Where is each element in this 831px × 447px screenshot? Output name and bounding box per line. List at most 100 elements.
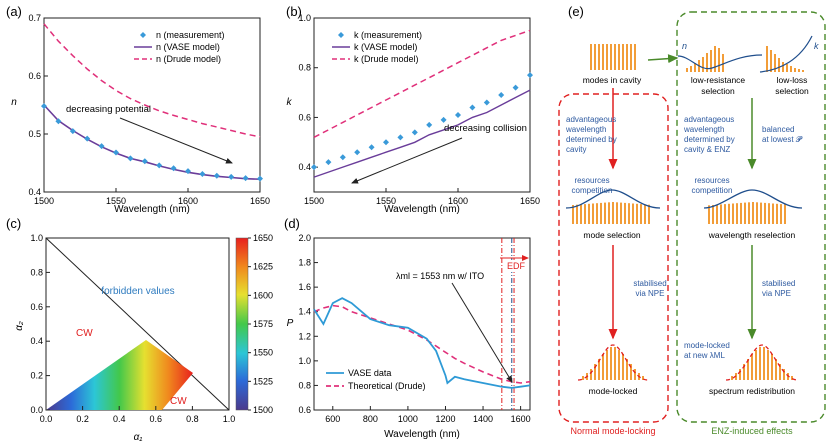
- comp1-bar: [576, 204, 578, 224]
- c-xtick-label: 0.2: [76, 414, 89, 424]
- ml1-bar: [582, 376, 584, 380]
- panel-d-xlabel: Wavelength (nm): [384, 429, 460, 440]
- lowloss-bar: [802, 70, 804, 72]
- comp1-bar: [636, 203, 638, 224]
- comp1-bar: [592, 203, 594, 224]
- ml1-bar: [626, 359, 628, 380]
- meas-point-b: [527, 72, 533, 79]
- mlnew-l1: mode-locked: [684, 341, 730, 350]
- panel-b-arrow: [351, 137, 463, 184]
- d-ytick-label: 1.6: [298, 282, 311, 292]
- res2-l1: resources: [694, 176, 729, 185]
- comp2-bar: [748, 202, 750, 224]
- d-ytick-label: 1.0: [298, 356, 311, 366]
- comp1-bar: [640, 204, 642, 224]
- panel-a-label: (a): [6, 4, 22, 19]
- meas-point-a: [41, 103, 47, 110]
- low-res-label-1: low-resistance: [691, 75, 746, 85]
- meas-point-a: [257, 175, 263, 182]
- d-ytick-label: 0.8: [298, 380, 311, 390]
- panel-b-series: [311, 29, 533, 178]
- meas-point-a: [213, 172, 220, 179]
- lowres-bar: [718, 48, 720, 72]
- panel-b-ticks: 1500 1550 1600 1650 0.4 0.6 0.8 1.0: [298, 13, 540, 206]
- meas-point-b: [426, 121, 433, 128]
- adv2-l4: cavity & ENZ: [684, 145, 730, 154]
- cbar-label: 1500: [253, 405, 273, 415]
- b-xtick-label: 1500: [304, 196, 324, 206]
- d-xtick-label: 1000: [398, 414, 418, 424]
- a-xtick-label: 1500: [34, 196, 54, 206]
- lowloss-bar: [774, 54, 776, 72]
- mode-bar: [590, 44, 592, 70]
- forbidden-label: forbidden values: [101, 286, 174, 297]
- colorbar-ticks: 1650 1625 1600 1575 1550 1525 1500: [248, 233, 273, 415]
- cw-bottom-label: CW: [170, 396, 187, 407]
- d-xtick-label: 600: [325, 414, 340, 424]
- meas-point-b: [397, 134, 404, 141]
- comp1-bar: [620, 202, 622, 224]
- panel-a-series: [41, 23, 263, 182]
- a-ytick-label: 0.5: [28, 129, 41, 139]
- ml2-bar: [755, 350, 757, 380]
- meas-point-b: [498, 92, 505, 99]
- gain-curve-2: [703, 189, 803, 209]
- comp1-bar: [572, 205, 574, 224]
- panel-d-legend: VASE data Theoretical (Drude): [326, 368, 426, 391]
- adv1-l4: cavity: [566, 145, 586, 154]
- b-xtick-label: 1600: [448, 196, 468, 206]
- meas-point-a: [228, 173, 235, 180]
- ml2-bar: [783, 369, 785, 380]
- lowres-bar: [694, 63, 696, 72]
- panel-b-annotation: decreasing collision: [444, 123, 527, 134]
- d-xtick-label: 1600: [511, 414, 531, 424]
- mode-bar: [618, 44, 620, 70]
- mlnew-l2: at new λML: [684, 351, 725, 360]
- panel-c-label: (c): [6, 216, 21, 231]
- comp1-bar: [624, 202, 626, 224]
- meas-point-b: [483, 99, 490, 106]
- c-ytick-label: 0.4: [30, 336, 43, 346]
- c-ytick-label: 0.0: [30, 405, 43, 415]
- enz-label: ENZ-induced effects: [711, 426, 793, 436]
- ml2-bar: [743, 364, 745, 380]
- comp2-bar: [768, 203, 770, 224]
- lowres-bar: [706, 53, 708, 72]
- vase-line-d: [313, 297, 531, 389]
- ml2-bar: [739, 369, 741, 380]
- k-mark: k: [814, 41, 819, 51]
- meas-point-a: [98, 143, 105, 150]
- adv1-l3: determined by: [566, 135, 617, 144]
- meas-point-b: [411, 129, 418, 136]
- ml1-bar: [618, 350, 620, 380]
- comp2-bar: [712, 205, 714, 224]
- c-ytick-label: 0.6: [30, 302, 43, 312]
- lowloss-bar: [786, 64, 788, 72]
- ml2-bar: [791, 376, 793, 380]
- cw-top-label: CW: [76, 328, 93, 339]
- ml1-bar: [642, 376, 644, 380]
- b-ytick-label: 0.4: [298, 162, 311, 172]
- comp1-bar: [616, 202, 618, 224]
- mode-bar: [630, 44, 632, 70]
- cbar-label: 1650: [253, 233, 273, 243]
- ml2-bar: [763, 347, 765, 380]
- k-curve: [759, 35, 813, 73]
- meas-point-b: [383, 139, 389, 146]
- edf-label: EDF: [507, 261, 526, 271]
- mode-bar: [626, 44, 628, 70]
- legend-b-2: k (VASE model): [354, 42, 417, 52]
- ml1-bar: [622, 354, 624, 380]
- c-xtick-label: 0.8: [186, 414, 199, 424]
- comp1-bar: [648, 204, 650, 224]
- meas-point-b: [440, 116, 447, 123]
- legend-d-2: Theoretical (Drude): [348, 381, 426, 391]
- c-xtick-label: 1.0: [223, 414, 236, 424]
- panel-b-ylabel: k: [287, 97, 293, 108]
- ml1-bar: [602, 354, 604, 380]
- low-loss-label-2: selection: [775, 86, 809, 96]
- comp2-bar: [716, 204, 718, 224]
- adv2-l3: determined by: [684, 135, 735, 144]
- a-xtick-label: 1650: [250, 196, 270, 206]
- n-curve: [677, 54, 763, 70]
